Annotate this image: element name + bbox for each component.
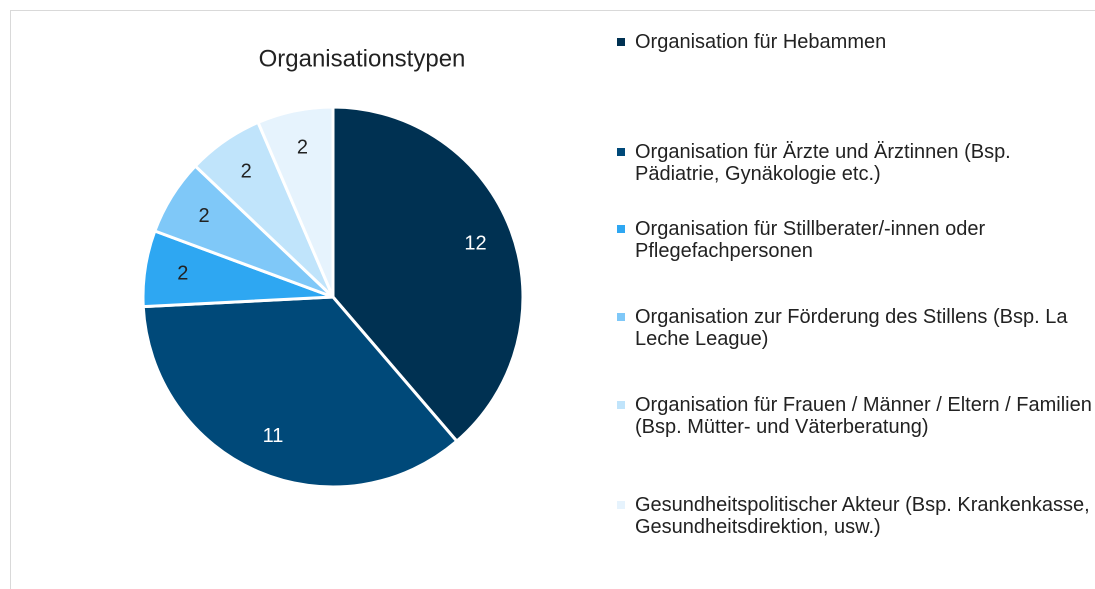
pie-slice (141, 295, 459, 489)
chart-title: Organisationstypen (259, 45, 466, 72)
data-label: 11 (263, 425, 284, 447)
legend-label: Organisation für Ärzte und Ärztinnen (Bs… (635, 141, 1011, 185)
pie-slice (331, 105, 525, 443)
legend-swatch (617, 148, 625, 156)
legend-swatch (617, 38, 625, 46)
data-label: 2 (198, 205, 209, 227)
chart-frame (10, 10, 1095, 589)
data-label: 2 (241, 161, 252, 183)
legend-label: Organisation für Frauen / Männer / Elter… (635, 394, 1092, 438)
pie-slice (256, 105, 335, 299)
data-label: 2 (177, 262, 188, 284)
legend-swatch (617, 313, 625, 321)
legend-swatch (617, 401, 625, 409)
legend-swatch (617, 501, 625, 509)
data-label: 2 (297, 136, 308, 158)
legend-swatch (617, 225, 625, 233)
data-label: 12 (464, 232, 486, 254)
legend-label: Organisation für Stillberater/-innen ode… (635, 218, 986, 262)
legend-label: Gesundheitspolitischer Akteur (Bsp. Kran… (635, 494, 1090, 538)
legend-label: Organisation zur Förderung des Stillens … (635, 306, 1068, 350)
legend-label: Organisation für Hebammen (635, 31, 887, 53)
